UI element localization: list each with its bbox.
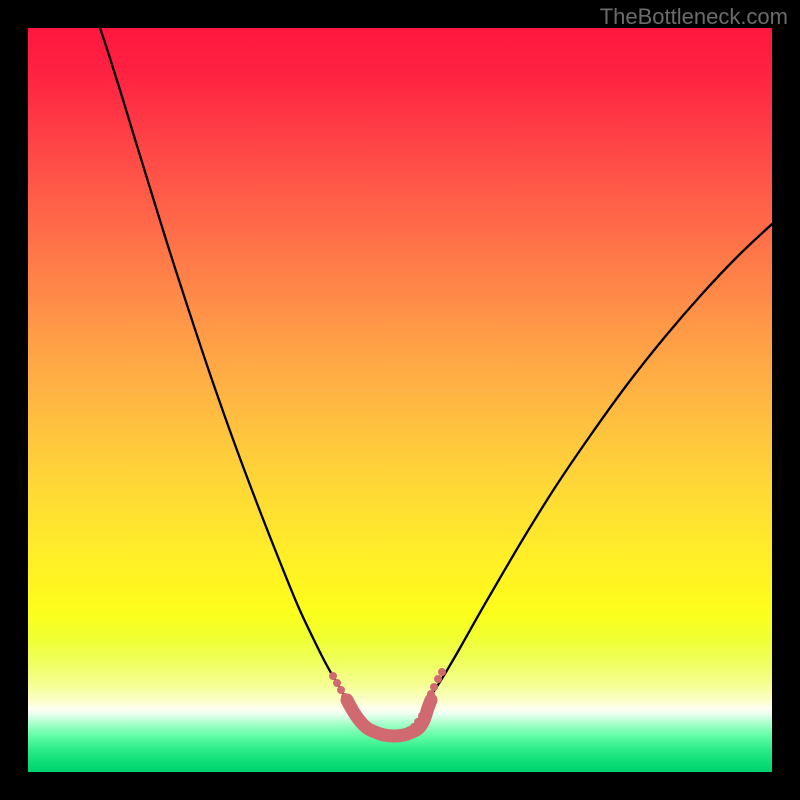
curve-right [428,224,772,700]
watermark-text: TheBottleneck.com [600,4,788,30]
chart-plot-area [28,28,772,772]
curve-left [100,28,347,700]
chart-curves-layer [28,28,772,772]
